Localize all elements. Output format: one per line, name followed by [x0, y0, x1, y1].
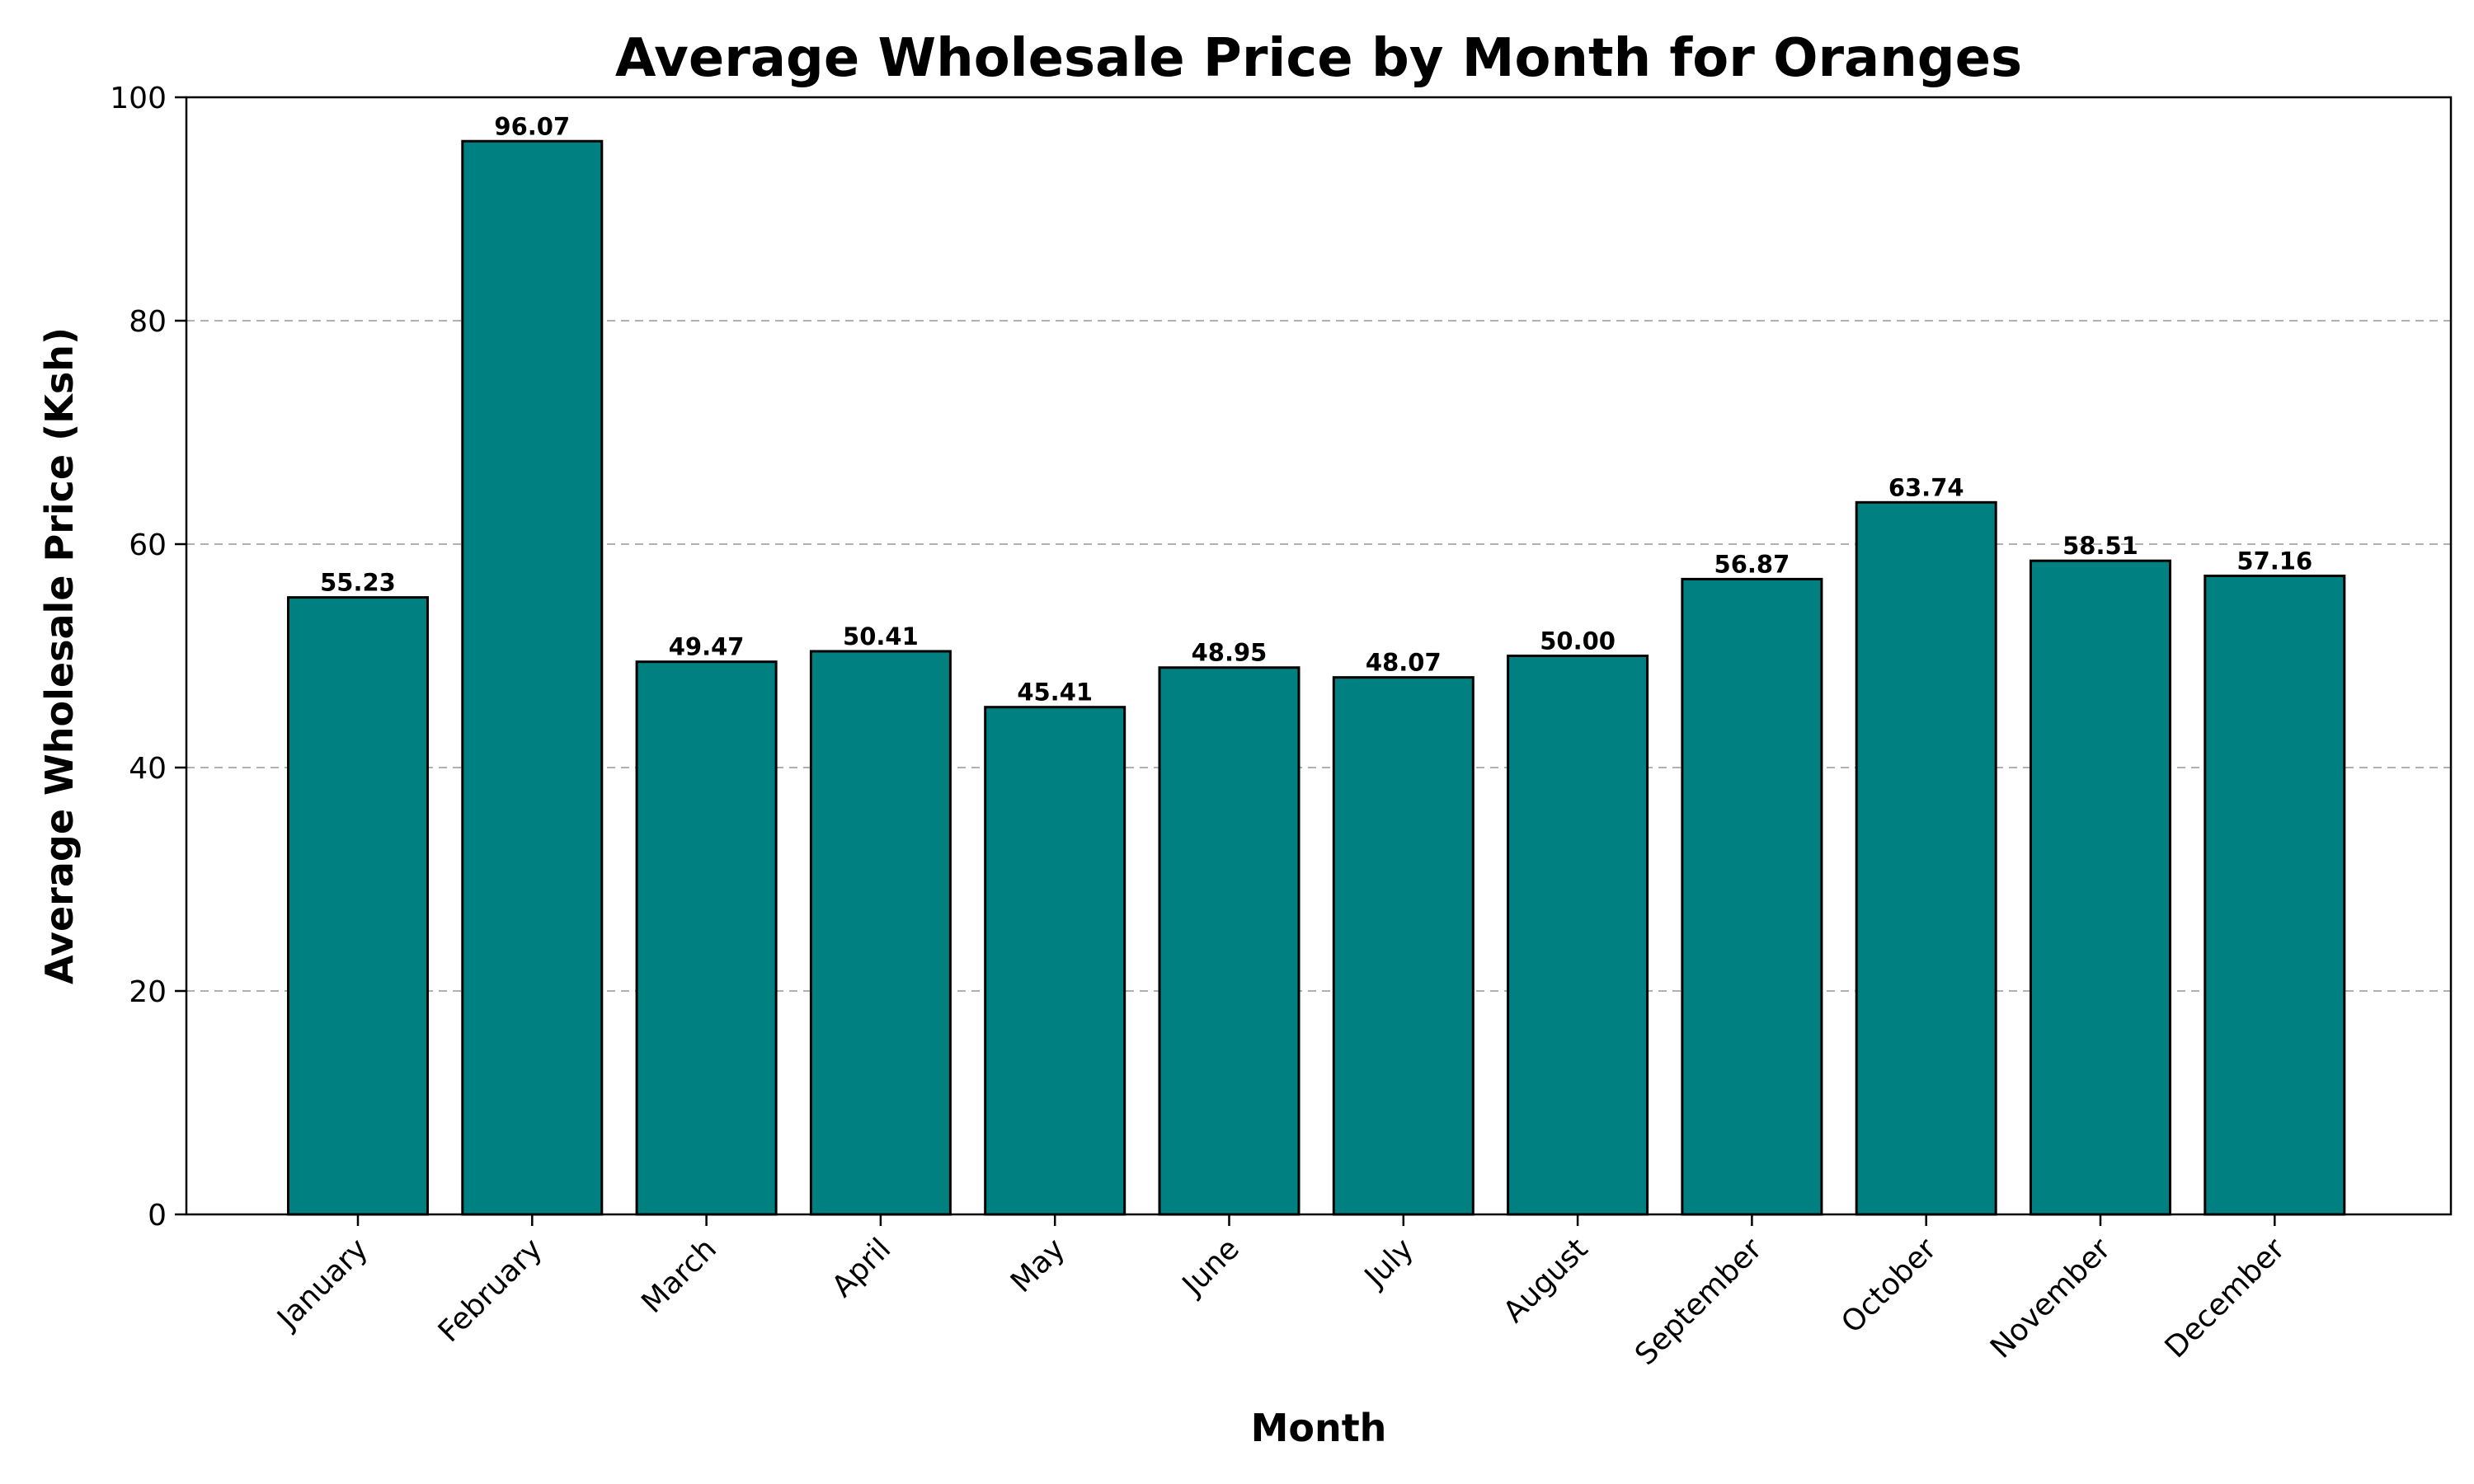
data-labels: 55.23 96.07 49.47 50.41 45.41 48.95 48.07 50.00… — [320, 112, 2312, 706]
bar-september — [1681, 577, 1823, 1216]
y-axis-ticks: 0 20 40 60 80 100 — [110, 82, 186, 1233]
data-label-march: 49.47 — [669, 633, 745, 661]
bar-march — [635, 660, 778, 1216]
bar-june — [1158, 666, 1300, 1216]
y-tick-label: 100 — [110, 82, 167, 115]
y-tick-label: 40 — [129, 752, 167, 786]
y-tick-label: 60 — [129, 528, 167, 562]
bar-may — [984, 706, 1126, 1216]
bar-december — [2204, 574, 2346, 1216]
data-label-january: 55.23 — [320, 569, 396, 597]
y-tick-label: 80 — [129, 305, 167, 339]
y-axis-label: Average Wholesale Price (Ksh) — [37, 327, 82, 984]
bar-january — [287, 596, 429, 1216]
data-label-april: 50.41 — [843, 622, 919, 650]
bars — [287, 139, 2346, 1216]
y-tick-label: 20 — [129, 975, 167, 1009]
plot-frame — [185, 96, 2453, 1216]
data-label-may: 45.41 — [1017, 679, 1093, 707]
data-label-august: 50.00 — [1540, 627, 1616, 655]
data-label-november: 58.51 — [2062, 532, 2138, 560]
bar-april — [809, 650, 952, 1216]
data-label-february: 96.07 — [494, 112, 570, 140]
chart-title: Average Wholesale Price by Month for Ora… — [615, 28, 2022, 89]
bar-february — [461, 139, 604, 1216]
data-label-june: 48.95 — [1192, 639, 1268, 667]
data-label-september: 56.87 — [1714, 550, 1790, 578]
bar-october — [1855, 500, 1997, 1216]
bar-august — [1507, 655, 1649, 1216]
x-axis-label: Month — [1251, 1406, 1387, 1450]
data-label-december: 57.16 — [2236, 547, 2312, 575]
y-tick-label: 0 — [148, 1199, 167, 1233]
bar-july — [1332, 676, 1475, 1216]
bar-november — [2030, 559, 2171, 1216]
data-label-july: 48.07 — [1366, 649, 1442, 677]
data-label-october: 63.74 — [1888, 473, 1964, 501]
